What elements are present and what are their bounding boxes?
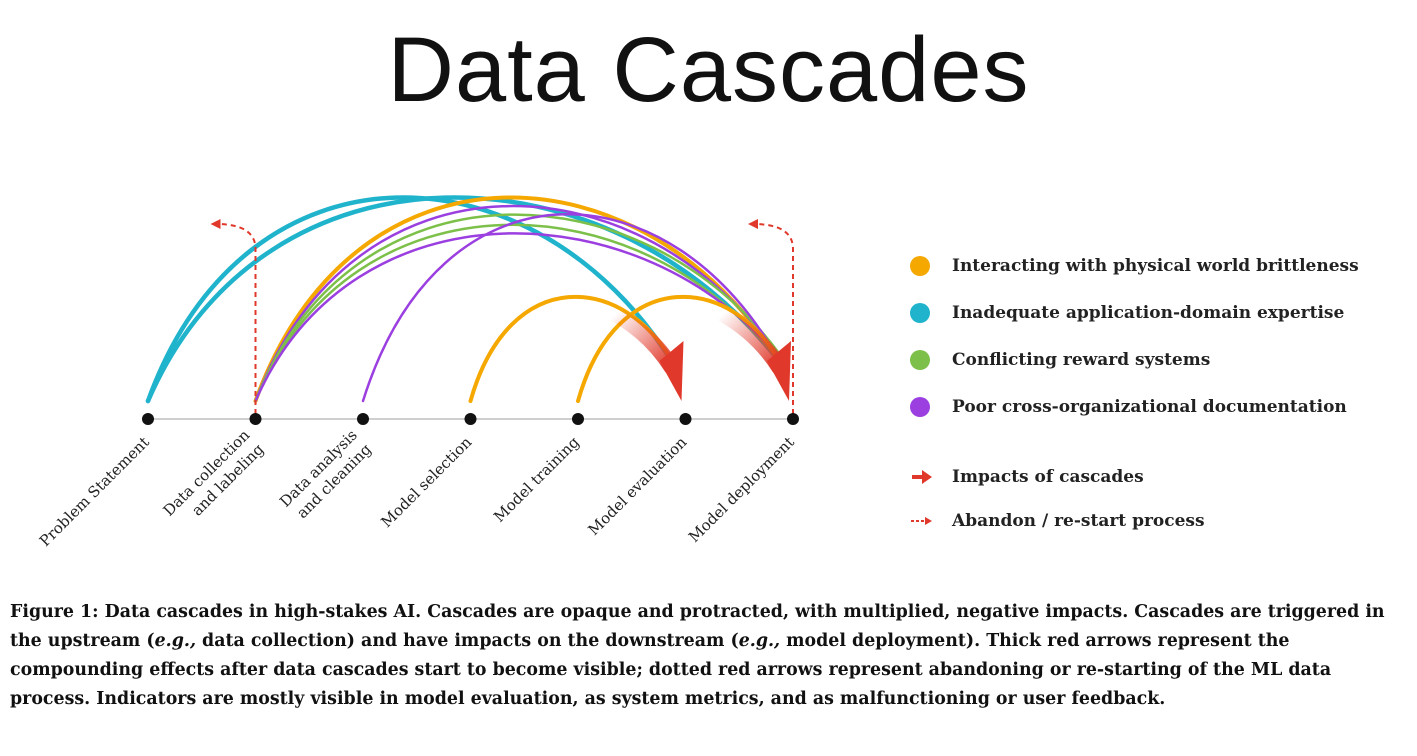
cascade-arc-physical [468,294,676,403]
caption-eg: e.g., [738,631,781,651]
green-dot-icon [910,350,930,370]
stage-label: Model evaluation [585,433,691,539]
stage-label: Problem Statement [36,433,153,550]
stage-label: Model selection [377,433,475,531]
legend-item-reward: Conflicting reward systems [910,346,1210,374]
legend-item-restart: Abandon / re-start process [910,507,1205,535]
stage-node [357,413,369,425]
legend-label: Abandon / re-start process [952,511,1205,531]
stage-node [572,413,584,425]
caption-part: data collection) and have impacts on the… [196,631,739,651]
data-cascades-diagram: Problem Statement Data collectionand labe… [36,195,799,550]
purple-dot-icon [910,397,930,417]
cascade-arc-reward [254,223,783,403]
caption-part: Figure 1: Data cascades in high-stakes A… [10,602,1385,651]
impact-arrow [715,306,791,401]
legend-item-impact: Impacts of cascades [910,463,1144,491]
figure-caption: Figure 1: Data cascades in high-stakes A… [10,598,1405,714]
stage-node [679,413,692,425]
stage-node [787,413,799,425]
cascade-arc-domain [145,195,784,404]
caption-part: model deployment). Thick red arrows repr… [10,631,1332,709]
dashed-arrow-icon [911,517,932,525]
cascade-arc-documentation [361,213,783,403]
stage-label: Model deployment [685,433,798,546]
legend-item-documentation: Poor cross-organizational documentation [910,393,1347,421]
cascade-arc-reward [254,213,783,403]
legend-item-domain: Inadequate application-domain expertise [910,299,1344,327]
legend-item-physical: Interacting with physical world brittlen… [910,252,1359,280]
legend-label: Inadequate application-domain expertise [952,303,1345,323]
cascade-arc-documentation [254,232,783,403]
teal-dot-icon [910,303,930,323]
stage-node [249,413,262,425]
legend-label: Interacting with physical world brittlen… [952,256,1359,276]
stage-label: Data collectionand labeling [160,426,268,534]
stage-node [464,413,477,425]
restart-arrow [748,219,794,414]
page-title: Data Cascades [387,19,1030,121]
stage-label: Data analysisand cleaning [276,426,375,525]
legend-label: Impacts of cascades [952,467,1144,487]
orange-dot-icon [910,256,930,276]
legend-label: Conflicting reward systems [952,350,1211,370]
red-arrow-icon [912,470,932,484]
impact-arrow [607,306,684,401]
stage-node [142,413,154,425]
stage-label: Model training [490,433,583,526]
legend-label: Poor cross-organizational documentation [952,397,1347,417]
cascade-arc-documentation [254,204,783,403]
restart-arrow [210,219,257,414]
cascade-arc-domain [145,195,676,404]
caption-eg: e.g., [154,631,196,651]
